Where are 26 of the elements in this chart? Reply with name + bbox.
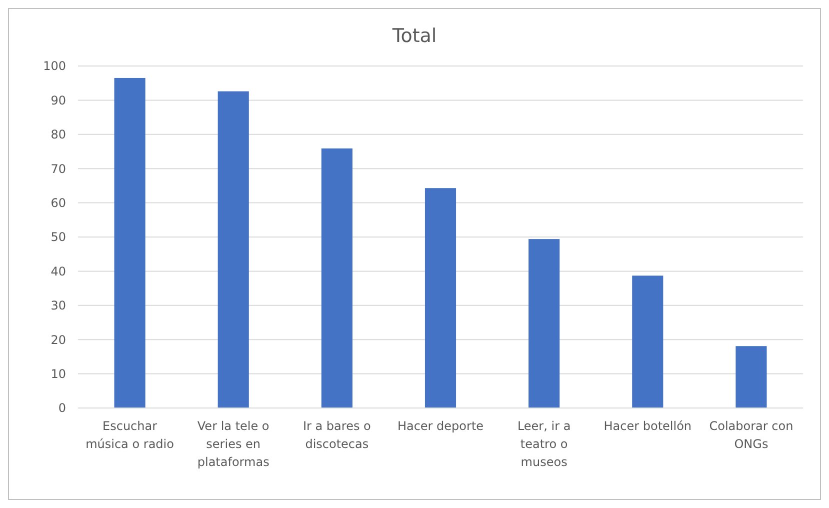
- y-tick-label: 20: [50, 332, 66, 347]
- x-tick-label: Hacer botellón: [604, 419, 692, 433]
- bar: [114, 78, 146, 408]
- bar: [218, 91, 249, 408]
- y-tick-label: 90: [50, 93, 66, 108]
- y-tick-label: 0: [58, 401, 66, 416]
- x-tick-label: Ir a bares o discotecas: [302, 419, 371, 451]
- y-tick-label: 30: [50, 298, 66, 313]
- bar: [424, 188, 456, 408]
- chart-title: Total: [391, 25, 437, 47]
- y-tick-label: 10: [50, 367, 66, 381]
- bar: [528, 239, 560, 408]
- y-tick-label: 80: [50, 128, 66, 142]
- bar: [321, 148, 352, 408]
- x-tick-label: Escuchar música o radio: [86, 419, 174, 451]
- y-tick-label: 100: [43, 59, 66, 74]
- x-tick-label: Hacer deporte: [397, 419, 484, 433]
- bar: [736, 346, 767, 408]
- y-tick-label: 70: [50, 162, 66, 176]
- y-tick-label: 50: [50, 230, 66, 244]
- x-tick-label: Colaborar con ONGs: [709, 419, 794, 451]
- y-tick-label: 60: [50, 196, 66, 210]
- x-tick-label: Leer, ir a teatro o museos: [517, 419, 571, 469]
- y-tick-label: 40: [50, 264, 66, 278]
- bar: [632, 276, 664, 408]
- x-tick-label: Ver la tele o series en plataformas: [197, 419, 270, 469]
